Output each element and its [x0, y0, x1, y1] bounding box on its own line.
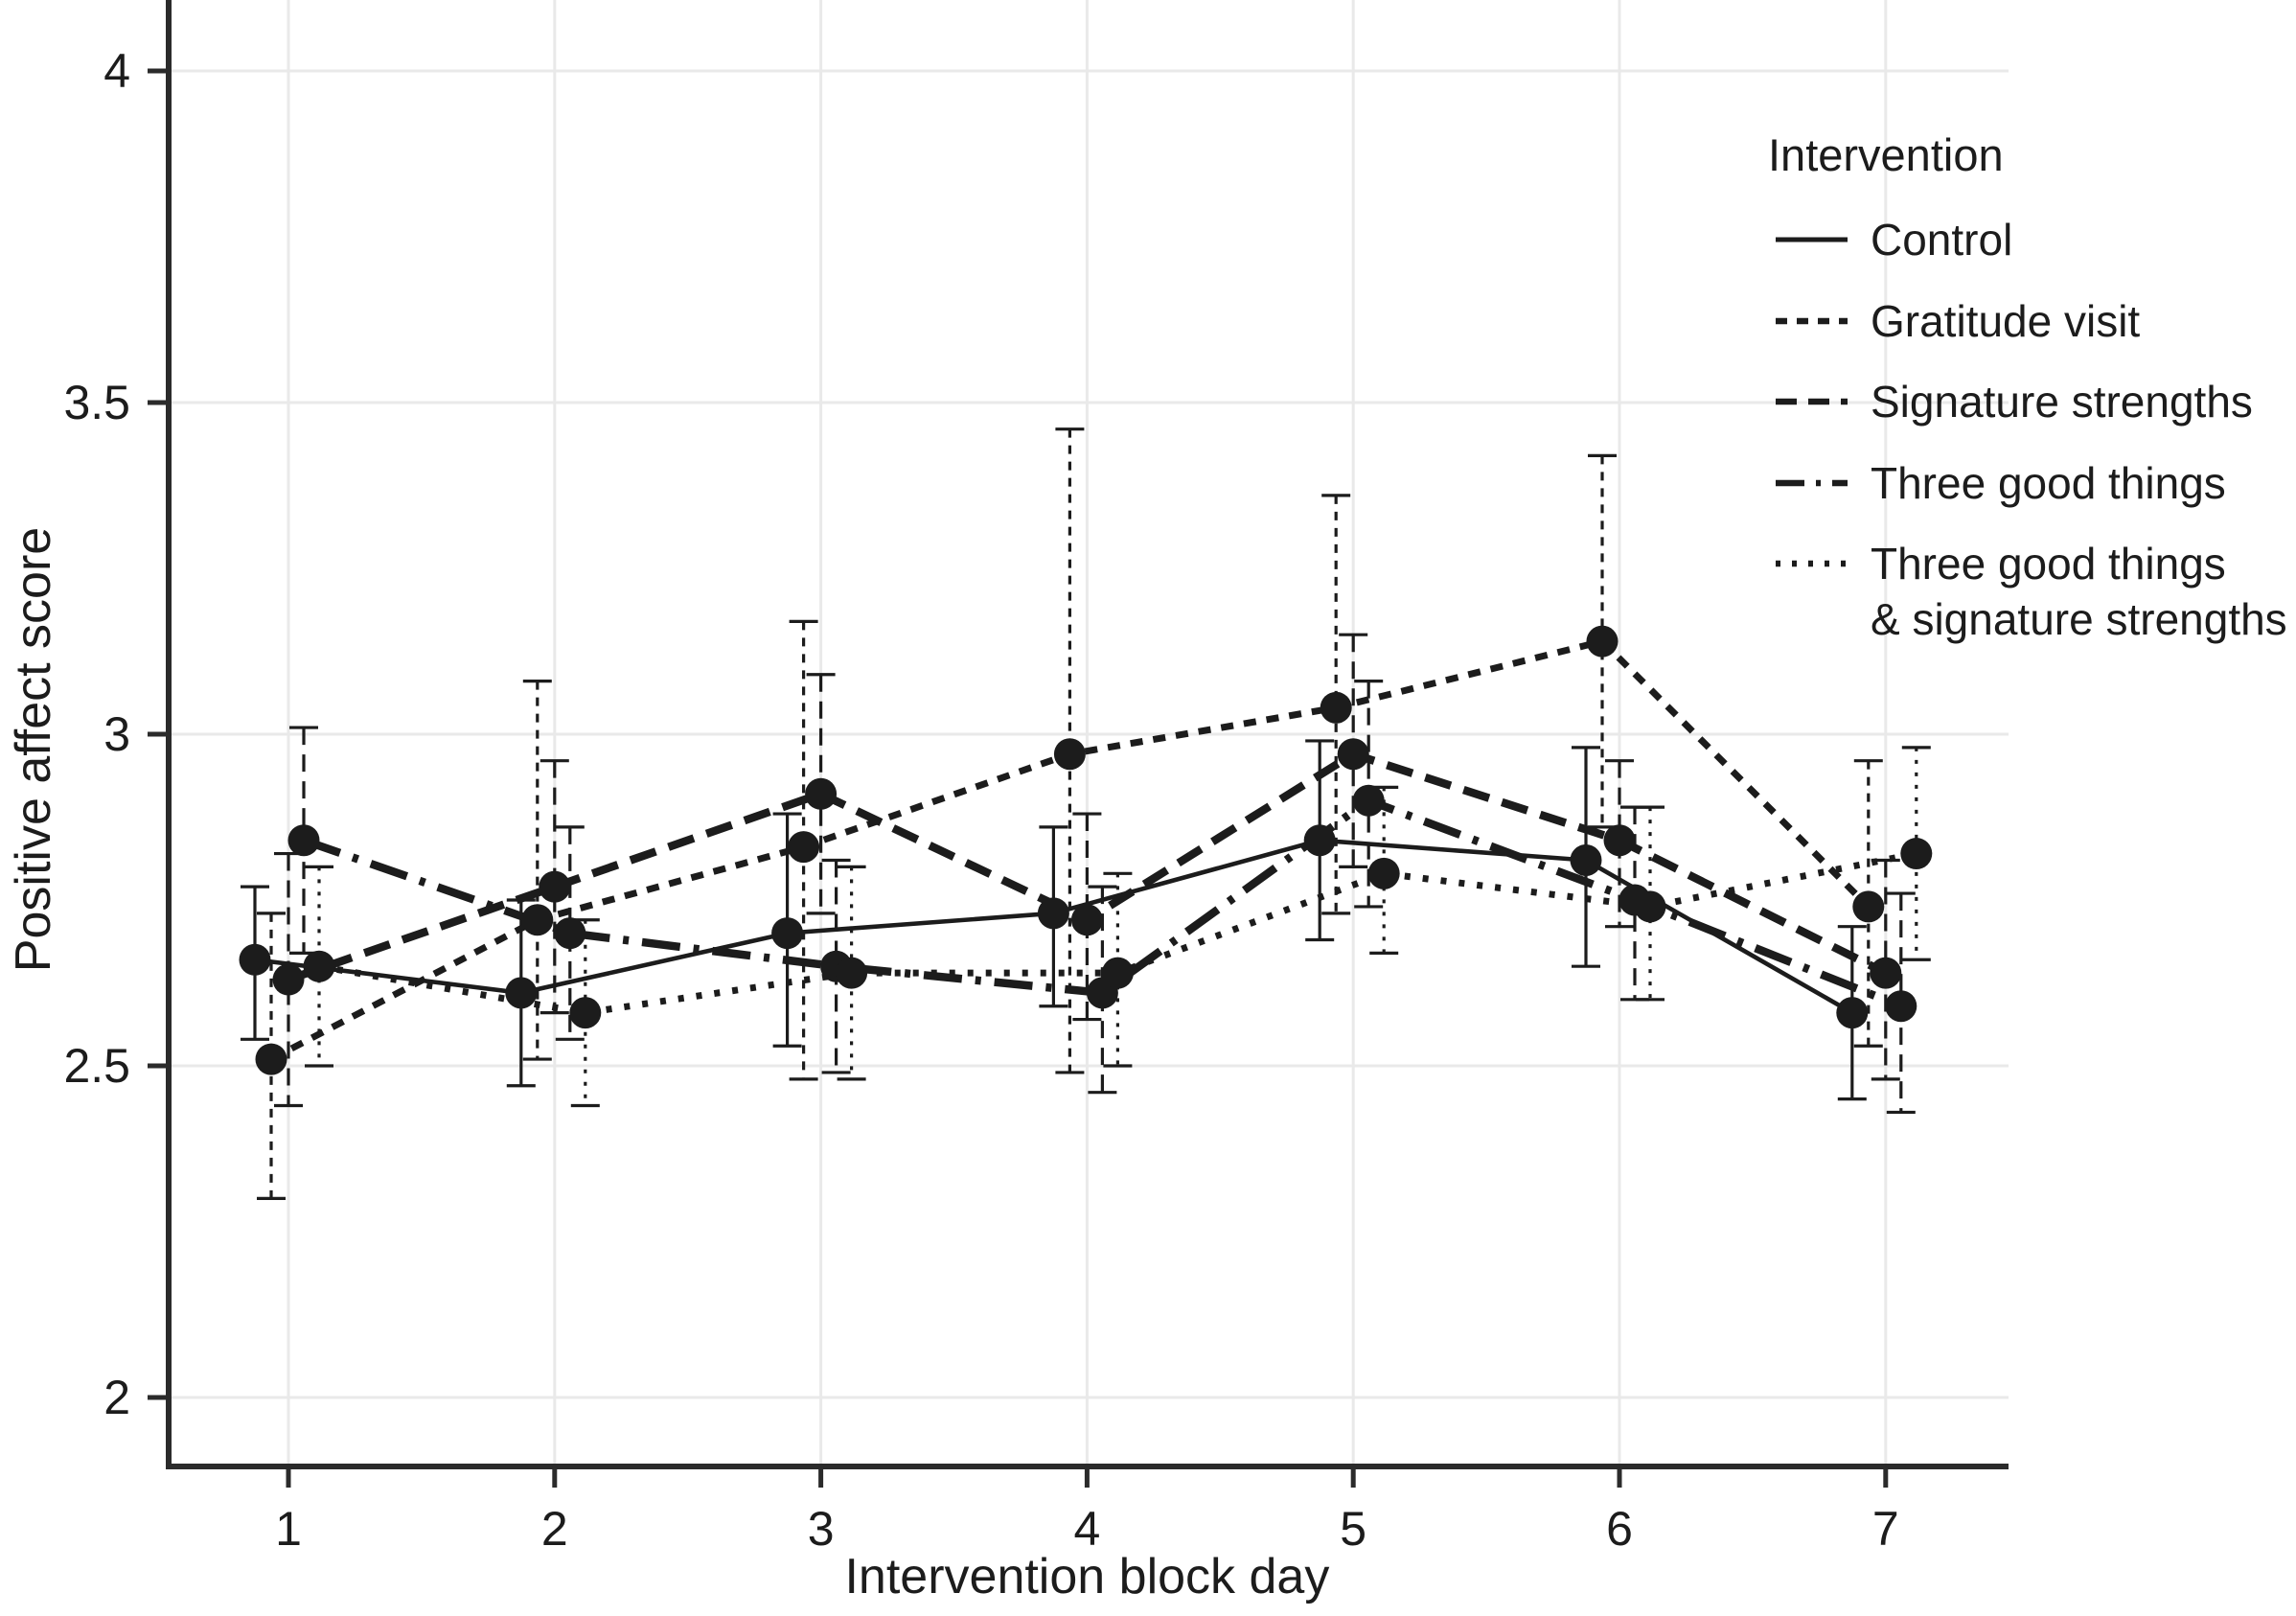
data-point — [255, 1043, 287, 1075]
data-point — [1836, 997, 1869, 1029]
data-point — [1870, 957, 1902, 989]
x-tick-label: 5 — [1340, 1502, 1366, 1556]
legend-title: Intervention — [1768, 129, 2004, 180]
y-tick-label: 4 — [103, 44, 130, 98]
data-point — [771, 917, 804, 950]
legend-item-label: Control — [1871, 215, 2012, 265]
data-point — [521, 904, 554, 936]
data-point — [1900, 838, 1933, 870]
legend-item-label: Three good things — [1871, 458, 2226, 508]
x-tick-label: 7 — [1872, 1502, 1899, 1556]
data-point — [239, 943, 271, 976]
data-point — [788, 831, 820, 864]
data-point — [1586, 625, 1619, 658]
x-tick-label: 2 — [541, 1502, 568, 1556]
x-tick-label: 4 — [1073, 1502, 1100, 1556]
y-tick-label: 2.5 — [63, 1039, 130, 1093]
data-point — [272, 963, 305, 996]
y-tick-label: 3 — [103, 707, 130, 761]
data-point — [1885, 990, 1917, 1023]
data-point — [1070, 904, 1103, 936]
data-point — [1053, 738, 1086, 771]
x-tick-label: 6 — [1606, 1502, 1633, 1556]
data-point — [1634, 890, 1666, 923]
y-tick-label: 2 — [103, 1371, 130, 1424]
x-tick-label: 3 — [808, 1502, 835, 1556]
legend-item-label: Three good things — [1871, 539, 2226, 589]
data-point — [1852, 890, 1885, 923]
data-point — [836, 957, 868, 989]
data-point — [1037, 897, 1069, 930]
data-point — [303, 950, 335, 982]
data-point — [805, 777, 838, 810]
data-point — [1570, 843, 1602, 876]
legend-item-label: Gratitude visit — [1871, 296, 2140, 346]
data-point — [539, 870, 571, 903]
data-point — [569, 997, 602, 1029]
data-point — [1352, 784, 1385, 817]
data-point — [505, 977, 538, 1009]
y-tick-label: 3.5 — [63, 376, 130, 429]
data-point — [1603, 824, 1636, 857]
y-axis-title: Positive affect score — [6, 527, 61, 972]
legend-item-label: Signature strengths — [1871, 377, 2253, 427]
legend-item-label: & signature strengths — [1871, 594, 2287, 644]
data-point — [287, 824, 320, 857]
data-point — [1367, 857, 1400, 889]
x-tick-label: 1 — [275, 1502, 302, 1556]
x-axis-title: Intervention block day — [844, 1549, 1329, 1604]
data-point — [1337, 738, 1369, 771]
data-point — [1101, 957, 1134, 989]
data-point — [1320, 691, 1352, 724]
data-point — [554, 917, 586, 950]
data-point — [1303, 824, 1336, 857]
